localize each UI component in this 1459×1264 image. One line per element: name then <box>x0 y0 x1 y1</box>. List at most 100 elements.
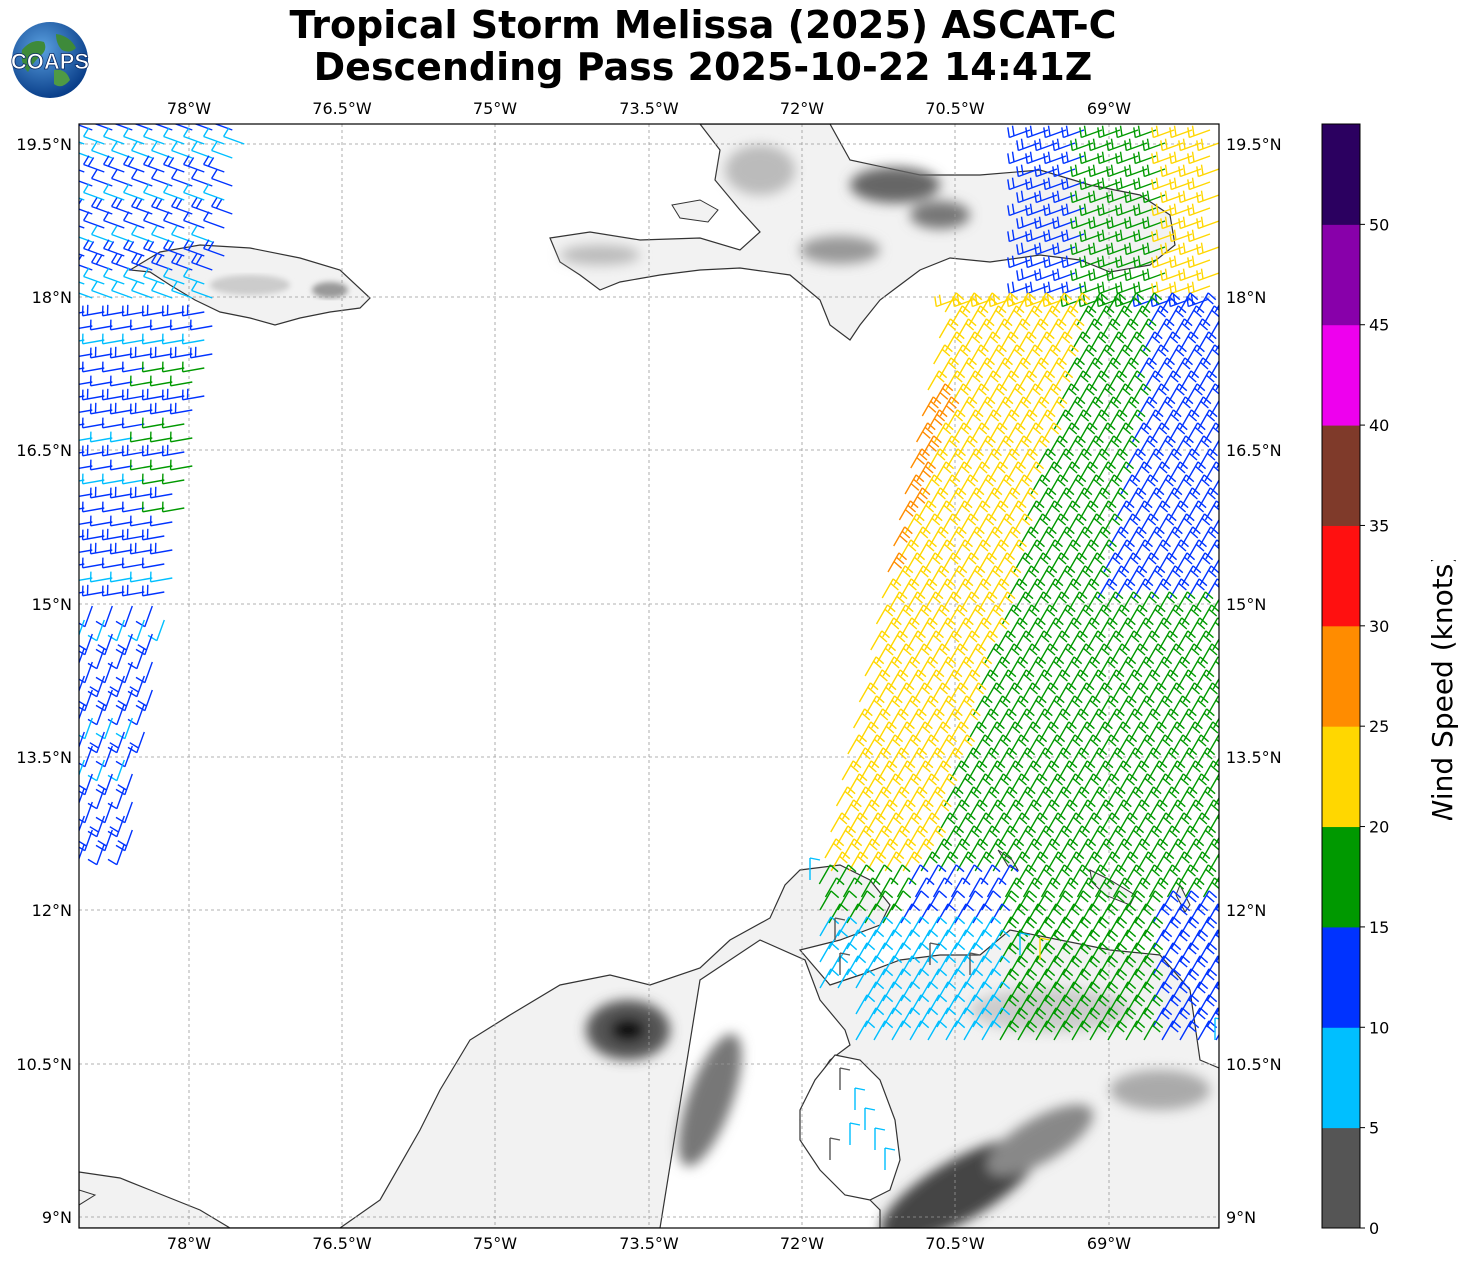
wind-barb <box>881 578 902 599</box>
colorbar-tick-label: 25 <box>1369 717 1389 736</box>
wind-barb <box>79 717 93 740</box>
wind-barb <box>1134 955 1155 976</box>
wind-barb <box>123 239 145 257</box>
lon-tick-bottom: 75°W <box>473 1234 517 1253</box>
colorbar-tick-label: 15 <box>1369 918 1389 937</box>
wind-barb <box>1179 1020 1200 1041</box>
logo-text: COAPS <box>11 49 89 74</box>
wind-barb <box>1170 903 1191 924</box>
wind-barb <box>809 857 821 880</box>
wind-barb <box>101 361 125 373</box>
wind-barb <box>864 929 885 950</box>
wind-barb <box>115 829 133 852</box>
axis-ticks: 78°W 76.5°W 75°W 73.5°W 72°W 70.5°W 69°W… <box>16 99 1281 1253</box>
wind-barb <box>878 877 899 898</box>
wind-barb <box>981 994 1002 1015</box>
chart-title: Tropical Storm Melissa (2025) ASCAT-C De… <box>0 4 1406 88</box>
wind-barb <box>884 1147 896 1170</box>
wind-barb <box>855 994 876 1015</box>
wind-barb <box>135 633 153 656</box>
wind-barb <box>169 459 193 471</box>
wind-barb <box>109 459 133 471</box>
wind-barb <box>1206 903 1219 924</box>
wind-barb <box>121 473 145 485</box>
wind-barb <box>1187 281 1211 295</box>
wind-barb <box>169 319 193 331</box>
wind-barb <box>927 968 948 989</box>
wind-barb <box>945 942 966 963</box>
lat-tick-left: 15°N <box>32 595 72 614</box>
wind-barb <box>109 319 133 331</box>
wind-barb <box>203 211 225 229</box>
wind-barb <box>855 1020 876 1041</box>
colorbar-tick-label: 20 <box>1369 818 1389 837</box>
lon-tick-top: 72°W <box>780 99 824 118</box>
wind-barb <box>141 528 165 541</box>
wind-barb <box>1044 929 1065 950</box>
wind-barb <box>972 1007 993 1028</box>
wind-barb <box>131 281 153 299</box>
wind-barb <box>864 955 885 976</box>
wind-barb <box>841 760 862 781</box>
wind-barb <box>887 552 908 573</box>
colorbar-title: Wind Speed (knots) <box>1426 560 1459 820</box>
wind-barb <box>1035 942 1056 963</box>
wind-barb <box>81 333 105 345</box>
wind-barb <box>849 1122 861 1145</box>
wind-barb <box>1089 890 1110 911</box>
wind-barb <box>1035 890 1056 911</box>
map-frame <box>78 123 1220 1229</box>
wind-barb <box>1058 877 1079 898</box>
wind-barb <box>846 955 867 976</box>
wind-barb <box>81 528 105 541</box>
wind-barb <box>79 141 85 145</box>
wind-barb <box>79 451 85 454</box>
wind-barb <box>1116 1007 1137 1028</box>
wind-barb <box>89 402 113 415</box>
wind-barb <box>101 333 125 345</box>
wind-barb <box>918 981 939 1002</box>
wind-barb <box>829 1137 841 1160</box>
wind-barb <box>999 916 1020 937</box>
wind-barb <box>909 968 930 989</box>
lat-tick-right: 12°N <box>1226 901 1266 920</box>
wind-barb <box>830 812 850 833</box>
wind-barb <box>95 745 113 768</box>
wind-barb <box>918 1007 939 1028</box>
wind-barb <box>936 955 957 976</box>
wind-barb <box>916 461 937 482</box>
wind-barb <box>143 183 165 201</box>
wind-barb <box>846 903 867 924</box>
wind-barb <box>981 916 1002 937</box>
wind-barb <box>79 493 93 498</box>
wind-barb <box>909 942 930 963</box>
wind-barb <box>909 994 930 1015</box>
wind-barb <box>828 903 849 924</box>
wind-barb <box>1062 981 1083 1002</box>
wind-barb <box>1080 929 1101 950</box>
wind-barb <box>1215 955 1219 963</box>
wind-barb <box>79 745 93 768</box>
wind-barb <box>936 981 957 1002</box>
wind-barb <box>87 619 105 642</box>
wind-barb <box>1179 968 1200 989</box>
wind-barb <box>183 127 205 145</box>
lon-tick-bottom: 72°W <box>780 1234 824 1253</box>
wind-barb <box>1035 968 1056 989</box>
wind-barb <box>211 141 233 159</box>
wind-barb <box>109 571 133 583</box>
lat-tick-left: 18°N <box>32 288 72 307</box>
wind-barb <box>1161 942 1182 963</box>
wind-barb <box>95 717 113 740</box>
wind-barb <box>129 431 153 443</box>
wind-barb <box>101 417 125 429</box>
wind-barb <box>963 916 984 937</box>
wind-barb <box>882 903 903 924</box>
wind-barb <box>1071 1020 1092 1041</box>
wind-barb <box>990 1007 1011 1028</box>
wind-barb <box>79 759 85 777</box>
wind-barb <box>121 444 145 457</box>
wind-barb <box>927 994 948 1015</box>
wind-barb <box>101 584 125 597</box>
wind-barb <box>115 689 133 712</box>
